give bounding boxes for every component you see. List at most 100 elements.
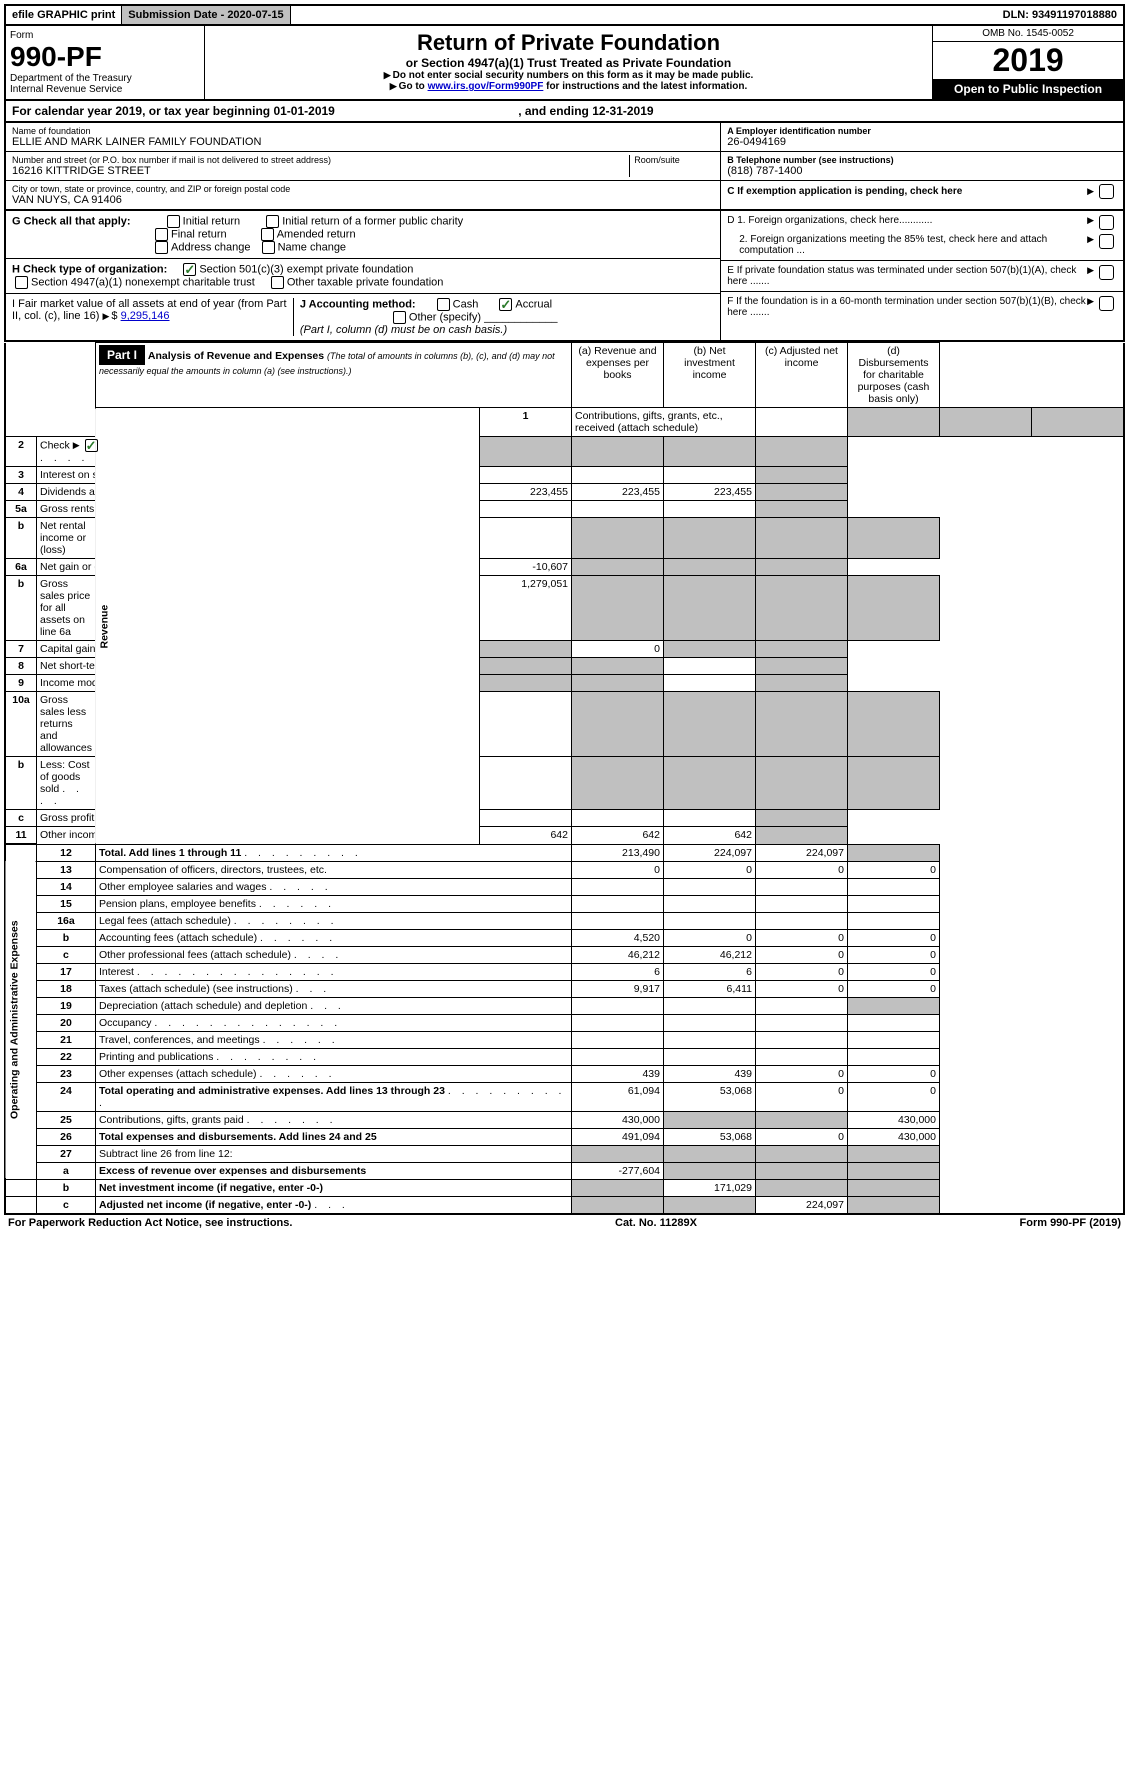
check-cash[interactable] — [437, 298, 450, 311]
check-amended[interactable] — [261, 228, 274, 241]
exemption-checkbox[interactable] — [1099, 184, 1114, 199]
efile-label: efile GRAPHIC print — [6, 6, 122, 24]
cal-begin: 01-01-2019 — [273, 104, 334, 118]
row-27: 27 Subtract line 26 from line 12: — [5, 1145, 1124, 1162]
row-19: 19 Depreciation (attach schedule) and de… — [5, 997, 1124, 1014]
note2-post: for instructions and the latest informat… — [543, 81, 747, 92]
d2-label: 2. Foreign organizations meeting the 85%… — [727, 234, 1087, 256]
row-16a: 16a Legal fees (attach schedule) . . . .… — [5, 912, 1124, 929]
note-1: Do not enter social security numbers on … — [209, 70, 928, 81]
j-note: (Part I, column (d) must be on cash basi… — [300, 324, 507, 336]
e-checkbox[interactable] — [1099, 265, 1114, 280]
form-label: Form — [10, 30, 200, 41]
header-right: OMB No. 1545-0052 2019 Open to Public In… — [932, 26, 1123, 99]
address-cell: Number and street (or P.O. box number if… — [6, 152, 720, 181]
foundation-name-cell: Name of foundation ELLIE AND MARK LAINER… — [6, 123, 720, 152]
fmv-value[interactable]: 9,295,146 — [121, 310, 170, 322]
opt-initial: Initial return — [183, 215, 240, 227]
check-4947[interactable] — [15, 276, 28, 289]
info-left: Name of foundation ELLIE AND MARK LAINER… — [6, 123, 721, 209]
check-other-taxable[interactable] — [271, 276, 284, 289]
tax-year: 2019 — [933, 42, 1123, 79]
row-21: 21 Travel, conferences, and meetings . .… — [5, 1031, 1124, 1048]
row-22: 22 Printing and publications . . . . . .… — [5, 1048, 1124, 1065]
col-d-header: (d) Disbursements for charitable purpose… — [848, 343, 940, 408]
info-right: A Employer identification number 26-0494… — [721, 123, 1123, 209]
form-subtitle: or Section 4947(a)(1) Trust Treated as P… — [209, 56, 928, 70]
phone-value: (818) 787-1400 — [727, 165, 1117, 177]
submission-date: Submission Date - 2020-07-15 — [122, 6, 290, 24]
h-opt2: Section 4947(a)(1) nonexempt charitable … — [31, 276, 255, 288]
opt-address: Address change — [171, 241, 251, 253]
f-label: F If the foundation is in a 60-month ter… — [727, 296, 1087, 318]
row-27b: b Net investment income (if negative, en… — [5, 1179, 1124, 1196]
e-label: E If private foundation status was termi… — [727, 265, 1087, 287]
check-name[interactable] — [262, 241, 275, 254]
row-17: 17 Interest . . . . . . . . . . . . . . … — [5, 963, 1124, 980]
dept-label: Department of the Treasury Internal Reve… — [10, 73, 200, 95]
d2-checkbox[interactable] — [1099, 234, 1114, 249]
opt-former: Initial return of a former public charit… — [282, 215, 463, 227]
ein-label: A Employer identification number — [727, 126, 1117, 136]
j-other: Other (specify) — [409, 311, 481, 323]
foundation-name: ELLIE AND MARK LAINER FAMILY FOUNDATION — [12, 136, 714, 148]
check-initial-return[interactable] — [167, 215, 180, 228]
row-27c: c Adjusted net income (if negative, ente… — [5, 1196, 1124, 1214]
check-accrual[interactable] — [499, 298, 512, 311]
check-initial-former[interactable] — [266, 215, 279, 228]
note-2: Go to www.irs.gov/Form990PF for instruct… — [209, 81, 928, 92]
d1-checkbox[interactable] — [1099, 215, 1114, 230]
check-final[interactable] — [155, 228, 168, 241]
part1-title: Analysis of Revenue and Expenses — [148, 350, 324, 362]
cal-mid: , and ending — [518, 104, 592, 118]
phone-label: B Telephone number (see instructions) — [727, 155, 1117, 165]
col-c-header: (c) Adjusted net income — [756, 343, 848, 408]
header-center: Return of Private Foundation or Section … — [205, 26, 932, 99]
city-value: VAN NUYS, CA 91406 — [12, 194, 714, 206]
form-number: 990-PF — [10, 41, 200, 73]
addr-label: Number and street (or P.O. box number if… — [12, 155, 629, 165]
city-label: City or town, state or province, country… — [12, 184, 714, 194]
check-501c3[interactable] — [183, 263, 196, 276]
j-accrual: Accrual — [515, 298, 552, 310]
h-opt1: Section 501(c)(3) exempt private foundat… — [199, 263, 413, 275]
d-row: D 1. Foreign organizations, check here..… — [721, 211, 1123, 261]
h-label: H Check type of organization: — [12, 263, 167, 275]
dln: DLN: 93491197018880 — [997, 6, 1123, 24]
footer: For Paperwork Reduction Act Notice, see … — [4, 1215, 1125, 1231]
check-address[interactable] — [155, 241, 168, 254]
e-row: E If private foundation status was termi… — [721, 261, 1123, 292]
row-20: 20 Occupancy . . . . . . . . . . . . . . — [5, 1014, 1124, 1031]
name-label: Name of foundation — [12, 126, 714, 136]
ein-value: 26-0494169 — [727, 136, 1117, 148]
calendar-row: For calendar year 2019, or tax year begi… — [4, 101, 1125, 123]
j-cash: Cash — [453, 298, 479, 310]
row-1: Revenue 1 Contributions, gifts, grants, … — [5, 408, 1124, 437]
i-row: I Fair market value of all assets at end… — [6, 293, 720, 340]
row-24: 24 Total operating and administrative ex… — [5, 1082, 1124, 1111]
footer-center: Cat. No. 11289X — [615, 1217, 697, 1229]
row-16c: c Other professional fees (attach schedu… — [5, 946, 1124, 963]
opt-amended: Amended return — [277, 228, 356, 240]
cal-pre: For calendar year 2019, or tax year begi… — [12, 104, 273, 118]
row-16b: b Accounting fees (attach schedule) . . … — [5, 929, 1124, 946]
g-label: G Check all that apply: — [12, 215, 131, 227]
row-27a: a Excess of revenue over expenses and di… — [5, 1162, 1124, 1179]
form-header: Form 990-PF Department of the Treasury I… — [4, 26, 1125, 101]
check-other-method[interactable] — [393, 311, 406, 324]
col-a-header: (a) Revenue and expenses per books — [572, 343, 664, 408]
col-b-header: (b) Net investment income — [664, 343, 756, 408]
h-opt3: Other taxable private foundation — [287, 276, 444, 288]
irs-link[interactable]: www.irs.gov/Form990PF — [428, 81, 544, 92]
d1-label: D 1. Foreign organizations, check here..… — [727, 215, 1087, 230]
form-title: Return of Private Foundation — [209, 30, 928, 56]
header-left: Form 990-PF Department of the Treasury I… — [6, 26, 205, 99]
check-schb[interactable] — [85, 439, 98, 452]
top-bar: efile GRAPHIC print Submission Date - 20… — [4, 4, 1125, 26]
f-checkbox[interactable] — [1099, 296, 1114, 311]
row-12: 12 Total. Add lines 1 through 11 . . . .… — [5, 844, 1124, 861]
street-address: 16216 KITTRIDGE STREET — [12, 165, 629, 177]
revenue-label: Revenue — [95, 408, 479, 845]
f-row: F If the foundation is in a 60-month ter… — [721, 292, 1123, 322]
row-25: 25 Contributions, gifts, grants paid . .… — [5, 1111, 1124, 1128]
